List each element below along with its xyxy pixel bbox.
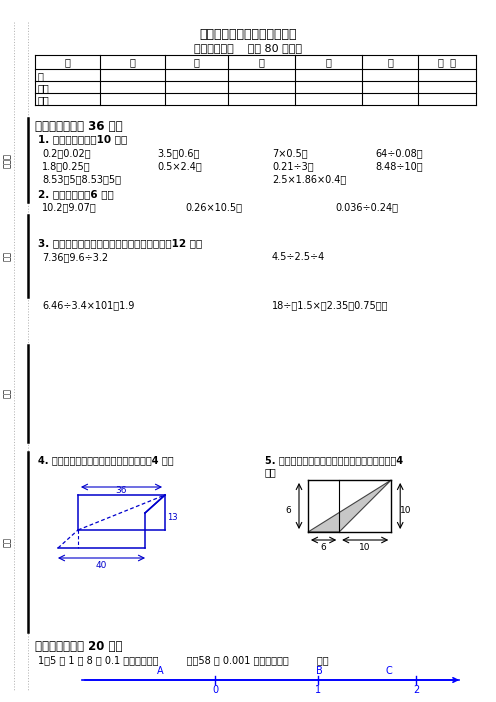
Text: 五: 五: [387, 57, 393, 67]
Text: 13: 13: [167, 512, 178, 522]
Text: 3. 计算下面各题，能简便计算的要简便计算（12 分）: 3. 计算下面各题，能简便计算的要简便计算（12 分）: [38, 238, 202, 248]
Text: B: B: [316, 666, 323, 676]
Text: 7.36＋9.6÷3.2: 7.36＋9.6÷3.2: [42, 252, 108, 262]
Text: 0.2－0.02＝: 0.2－0.02＝: [42, 148, 91, 158]
Text: 6.46÷3.4×101－1.9: 6.46÷3.4×101－1.9: [42, 300, 134, 310]
Text: 一: 一: [129, 57, 135, 67]
Text: 40: 40: [96, 561, 107, 570]
Text: （五年级数学    时限 80 分钟）: （五年级数学 时限 80 分钟）: [194, 43, 302, 53]
Text: 0.5×2.4＝: 0.5×2.4＝: [157, 161, 202, 171]
Text: 分）: 分）: [265, 467, 277, 477]
Text: 二: 二: [193, 57, 199, 67]
Text: 2: 2: [413, 685, 420, 695]
Text: 1. 直接写出得数（10 分）: 1. 直接写出得数（10 分）: [38, 134, 127, 144]
Text: 阅卷: 阅卷: [38, 83, 50, 93]
Text: 总  分: 总 分: [438, 57, 456, 67]
Text: C: C: [385, 666, 392, 676]
Text: 学校: 学校: [2, 537, 11, 547]
Text: 1: 1: [314, 685, 320, 695]
Text: 题: 题: [64, 57, 70, 67]
Text: 1．5 个 1 和 8 个 0.1 组成的数是（         ）；58 个 0.001 组成的数是（         ）。: 1．5 个 1 和 8 个 0.1 组成的数是（ ）；58 个 0.001 组成…: [38, 655, 329, 665]
Text: 班级: 班级: [2, 388, 11, 398]
Text: 4.5÷2.5÷4: 4.5÷2.5÷4: [272, 252, 325, 262]
Polygon shape: [308, 480, 391, 532]
Text: 64÷0.08＝: 64÷0.08＝: [375, 148, 423, 158]
Text: 6: 6: [321, 543, 326, 552]
Text: 三: 三: [258, 57, 264, 67]
Text: 0.21÷3＝: 0.21÷3＝: [272, 161, 313, 171]
Text: 4. 计算下面图形的面积（单位：厘米）（4 分）: 4. 计算下面图形的面积（单位：厘米）（4 分）: [38, 455, 174, 465]
Text: 7×0.5＝: 7×0.5＝: [272, 148, 308, 158]
Text: 五年级上册数学期末调研试卷: 五年级上册数学期末调研试卷: [199, 28, 297, 41]
Text: 10: 10: [400, 506, 412, 515]
Text: 0.036÷0.24＝: 0.036÷0.24＝: [335, 202, 398, 212]
Text: 二、填空题（共 20 分）: 二、填空题（共 20 分）: [35, 640, 123, 653]
Text: A: A: [157, 666, 163, 676]
Text: 8.48÷10＝: 8.48÷10＝: [375, 161, 423, 171]
Text: 考试号: 考试号: [2, 152, 11, 168]
Text: 10.2－9.07＝: 10.2－9.07＝: [42, 202, 97, 212]
Text: 6: 6: [285, 506, 291, 515]
Text: 8.53＋5－8.53＋5＝: 8.53＋5－8.53＋5＝: [42, 174, 121, 184]
Text: 0.26×10.5＝: 0.26×10.5＝: [185, 202, 242, 212]
Text: 2. 用竖式计算（6 分）: 2. 用竖式计算（6 分）: [38, 189, 114, 199]
Text: 2.5×1.86×0.4＝: 2.5×1.86×0.4＝: [272, 174, 346, 184]
Text: 复核: 复核: [38, 95, 50, 105]
Text: 一、计算题（共 36 分）: 一、计算题（共 36 分）: [35, 120, 123, 133]
Text: 0: 0: [212, 685, 218, 695]
Text: 1.8＋0.25＝: 1.8＋0.25＝: [42, 161, 91, 171]
Text: 36: 36: [116, 486, 127, 495]
Text: 5. 计算下图中阴影部分的面积（单位：厘米）（4: 5. 计算下图中阴影部分的面积（单位：厘米）（4: [265, 455, 403, 465]
Text: 得: 得: [38, 71, 44, 81]
Text: 四: 四: [325, 57, 331, 67]
Text: 姓名: 姓名: [2, 251, 11, 261]
Text: 10: 10: [360, 543, 371, 552]
Text: 18÷［1.5×（2.35－0.75）］: 18÷［1.5×（2.35－0.75）］: [272, 300, 388, 310]
Text: 3.5＋0.6＝: 3.5＋0.6＝: [157, 148, 199, 158]
